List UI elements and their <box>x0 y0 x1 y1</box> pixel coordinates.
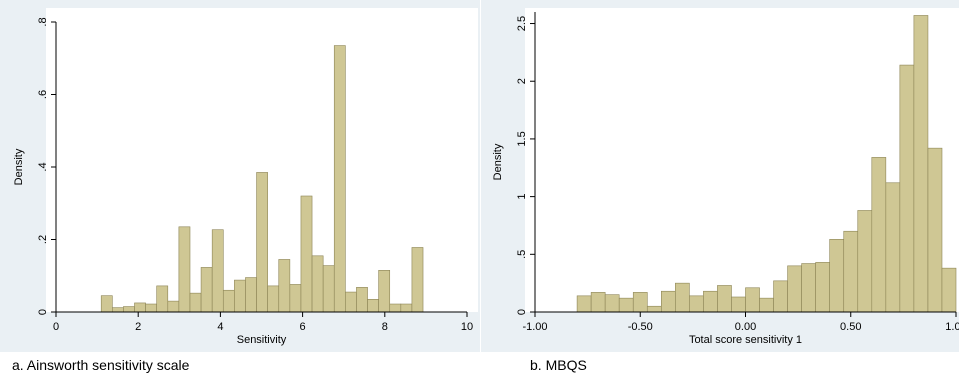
histogram-bar <box>123 306 135 313</box>
histogram-bar <box>843 230 859 313</box>
y-tick-label: 1 <box>516 194 528 200</box>
histogram-bar <box>871 157 887 313</box>
histogram-bar <box>618 297 634 313</box>
histogram-bar <box>899 64 915 313</box>
histogram-bar <box>267 285 280 313</box>
y-tick-label: 2 <box>516 78 528 84</box>
x-tick-label: 4 <box>217 321 223 333</box>
histogram-bar <box>112 307 124 313</box>
histogram-bar <box>200 267 213 313</box>
x-tick-label: 0.50 <box>840 321 861 333</box>
histogram-bar <box>885 182 901 313</box>
histogram-bar <box>411 247 424 313</box>
histogram-bar <box>590 292 606 313</box>
histogram-bar <box>345 291 357 313</box>
histogram-bar <box>245 277 257 313</box>
histogram-bar <box>289 284 302 313</box>
histogram-bar <box>745 287 760 313</box>
y-axis-title: Density <box>13 148 25 185</box>
histogram-bar <box>134 302 146 313</box>
histogram-bar <box>773 280 788 313</box>
histogram-bar <box>189 292 202 313</box>
histogram-bar <box>661 290 676 313</box>
histogram-bar <box>100 295 113 313</box>
histogram-panel-ainsworth: 0 2 4 6 8 10 .8 .6 .4 .2 0 Sensitivity Density <box>0 0 480 352</box>
histogram-bar <box>646 305 662 313</box>
x-tick-label: 10 <box>461 321 473 333</box>
caption-ainsworth: a. Ainsworth sensitivity scale <box>12 357 190 373</box>
x-tick-label: 8 <box>382 321 388 333</box>
y-tick-label: 0 <box>37 309 49 315</box>
y-tick-label: .4 <box>37 162 49 171</box>
x-tick-label: 6 <box>300 321 306 333</box>
y-tick-label: 2.5 <box>516 16 528 31</box>
x-tick-label: 2 <box>135 321 141 333</box>
y-tick-label: .5 <box>516 250 528 259</box>
histogram-bar <box>787 265 802 313</box>
histogram-bar <box>178 226 191 313</box>
x-axis-title: Total score sensitivity 1 <box>689 334 802 346</box>
histogram-bar <box>400 303 413 313</box>
histogram-bar <box>703 290 718 313</box>
histogram-bar <box>156 285 169 313</box>
y-axis-title: Density <box>492 143 504 180</box>
histogram-bar <box>829 239 845 313</box>
y-tick-label: .6 <box>37 90 49 99</box>
histogram-bar <box>815 262 830 313</box>
y-tick-label: .2 <box>37 235 49 244</box>
y-tick-label: 1.5 <box>516 131 528 146</box>
x-tick-label: 1.00 <box>945 321 959 333</box>
histogram-bar <box>576 295 592 313</box>
histogram-bar <box>145 303 157 313</box>
histogram-bar <box>333 45 346 313</box>
histogram-bar <box>759 297 774 313</box>
histogram-bar <box>211 229 224 313</box>
histogram-bar <box>356 287 368 313</box>
x-axis-title: Sensitivity <box>237 334 287 346</box>
histogram-bar <box>801 263 816 313</box>
histogram-bar <box>300 195 313 313</box>
histogram-bar <box>256 172 268 313</box>
histogram-bar <box>311 255 324 313</box>
x-tick-label: 0 <box>53 321 59 333</box>
x-tick-label: -1.00 <box>522 321 547 333</box>
histogram-bar <box>857 210 873 313</box>
histogram-bar <box>234 279 246 313</box>
histogram-bar <box>367 299 379 313</box>
y-tick-label: 0 <box>516 309 528 315</box>
histogram-bar <box>913 15 929 313</box>
histogram-bar <box>927 147 943 313</box>
histogram-bar <box>222 289 235 313</box>
histogram-bar <box>278 259 291 313</box>
histogram-bar <box>941 267 957 313</box>
histogram-bar <box>322 265 335 313</box>
histogram-bar <box>689 295 704 313</box>
histogram-bar <box>717 285 732 313</box>
caption-mbqs: b. MBQS <box>530 357 587 373</box>
y-tick-label: .8 <box>37 17 49 26</box>
histogram-bar <box>632 292 648 313</box>
x-tick-label: -0.50 <box>628 321 653 333</box>
histogram-bar <box>675 282 690 313</box>
x-tick-label: 0.00 <box>735 321 756 333</box>
histogram-bar <box>378 270 391 313</box>
histogram-bar <box>604 294 620 313</box>
histogram-bar <box>167 300 180 313</box>
histogram-bar <box>389 303 402 313</box>
histogram-bar <box>731 296 746 313</box>
chart-ainsworth-sensitivity: 0 2 4 6 8 10 .8 .6 .4 .2 0 Sensitivity Density <box>0 0 480 352</box>
